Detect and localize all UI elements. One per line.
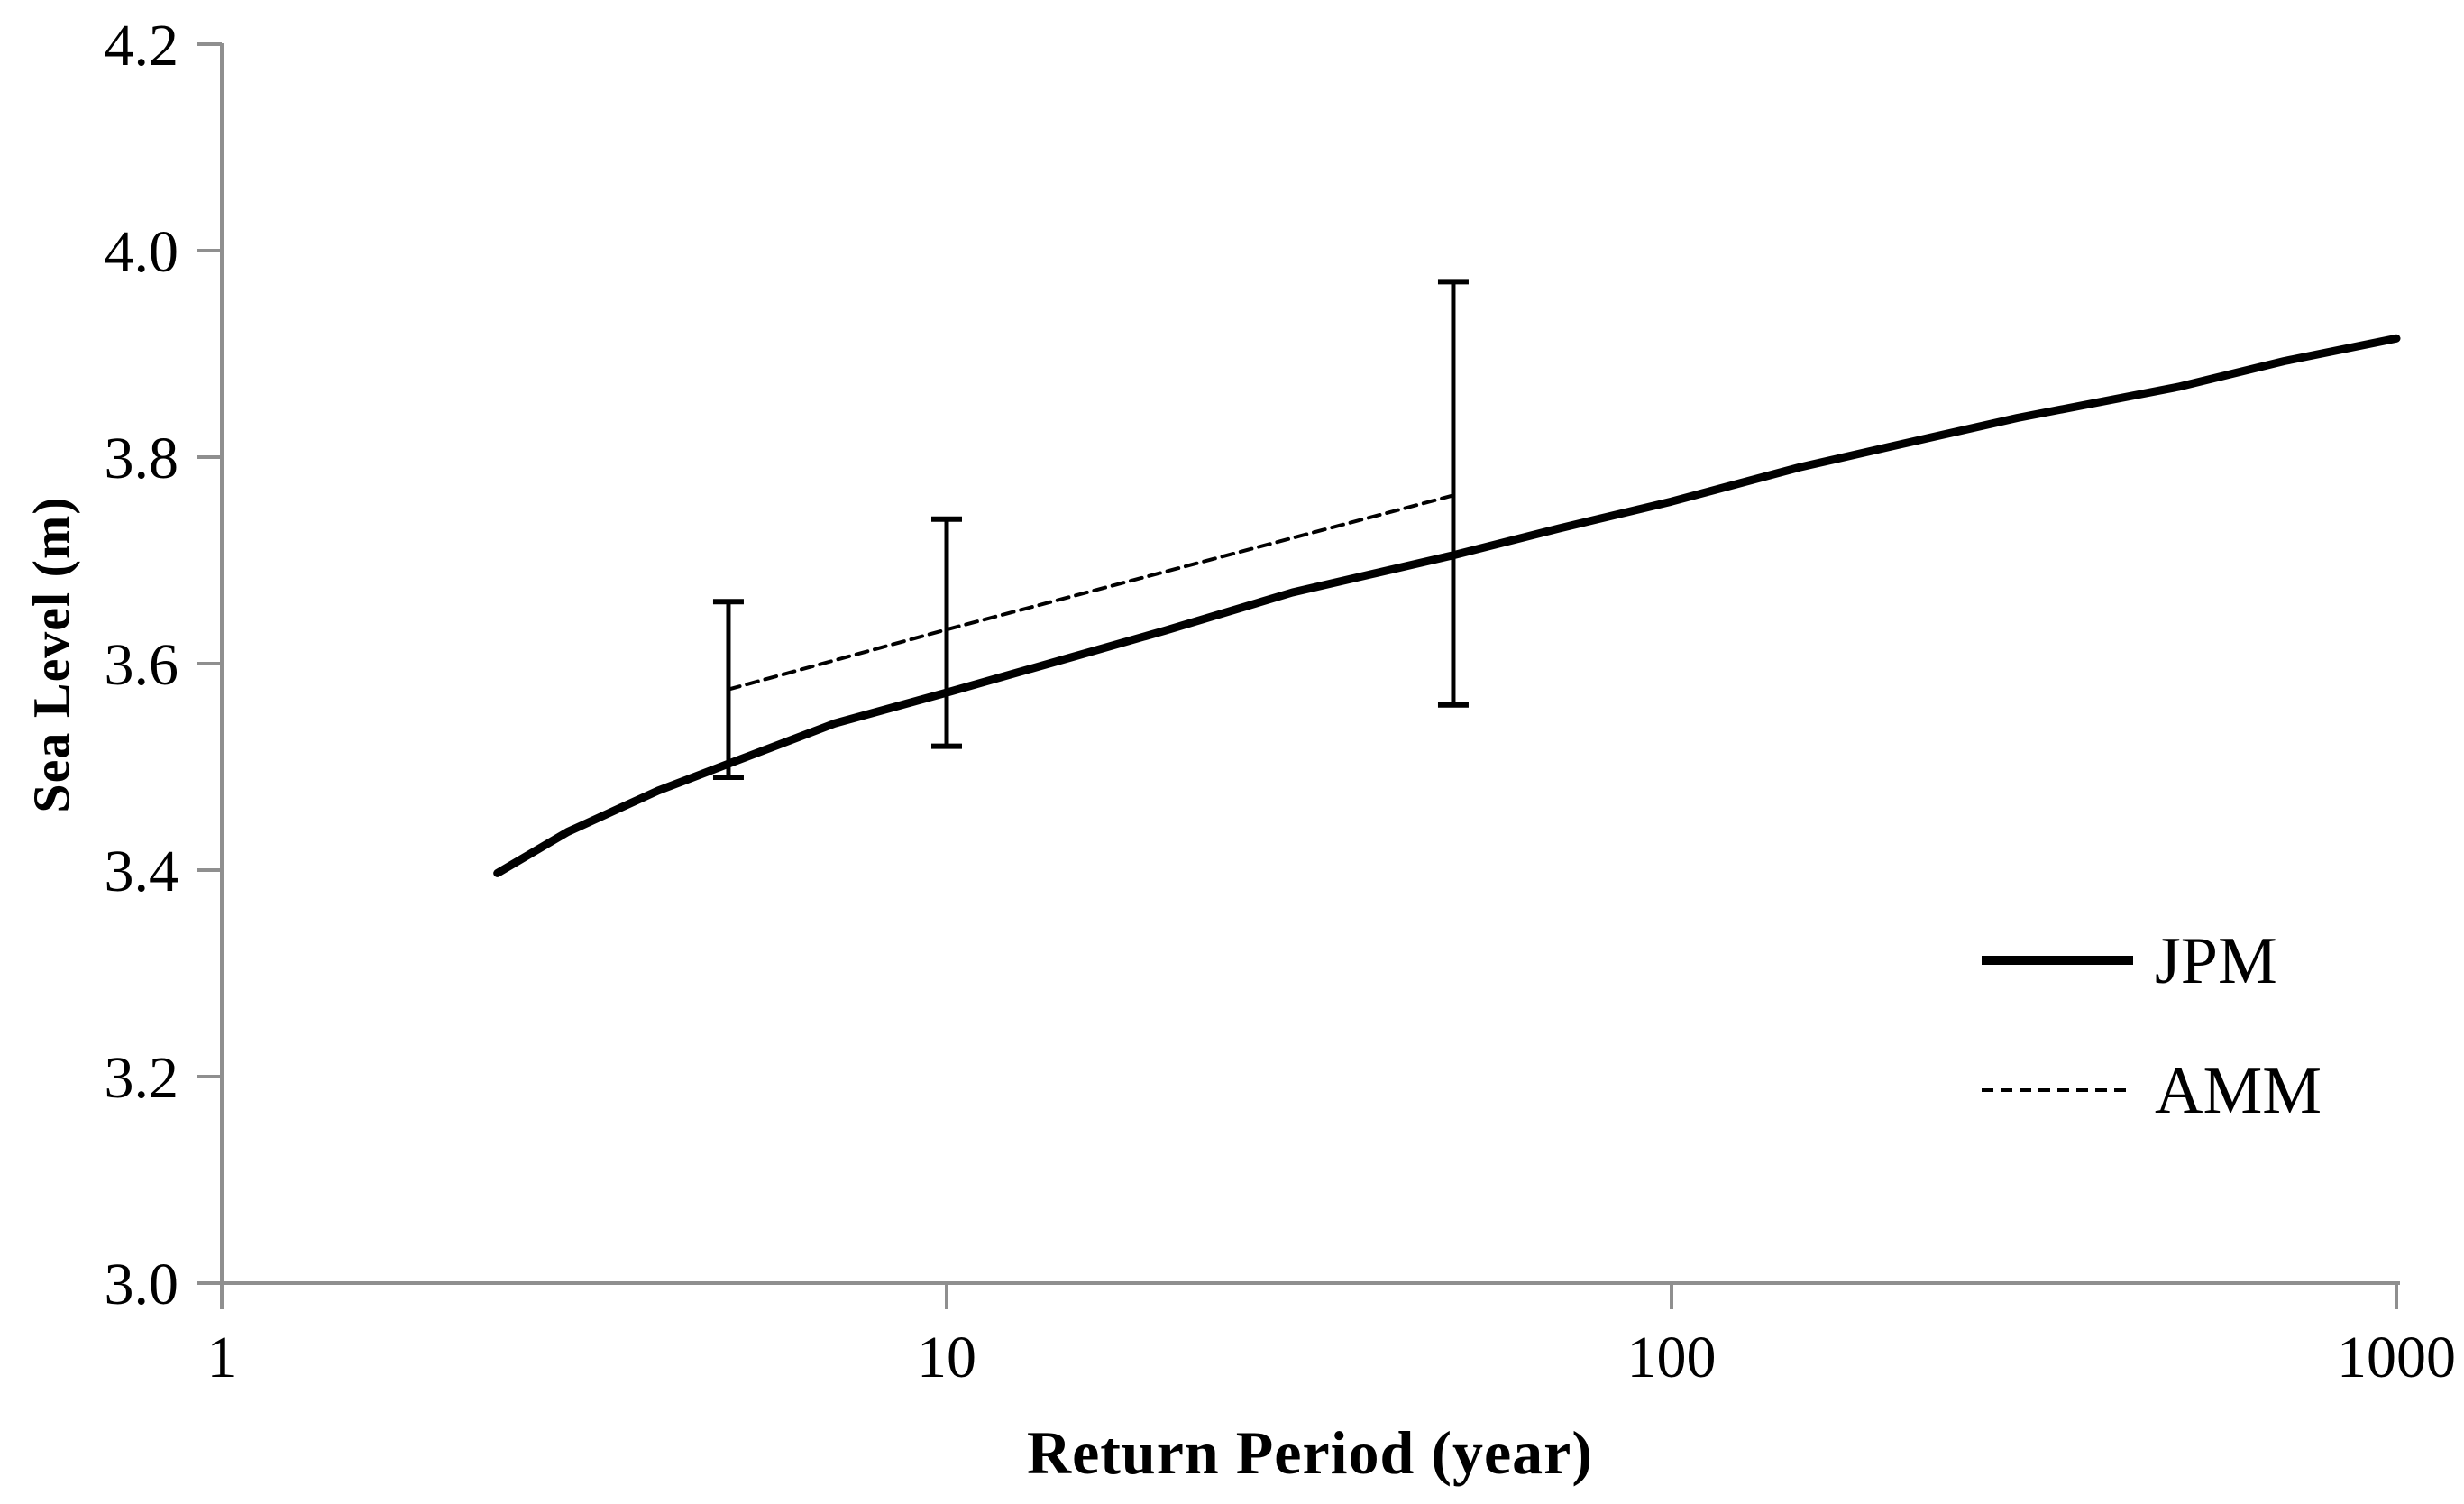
jpm-series-line	[493, 334, 2401, 877]
x-tick-label: 10	[917, 1325, 976, 1390]
x-tick-label: 100	[1627, 1325, 1717, 1390]
legend-label-jpm: JPM	[2155, 924, 2277, 998]
x-tick-label: 1	[207, 1325, 237, 1390]
y-tick-label: 3.2	[105, 1045, 179, 1111]
y-tick-label: 4.2	[105, 13, 179, 78]
y-tick-label: 3.0	[105, 1252, 179, 1317]
amm-series-line	[727, 493, 1455, 692]
y-tick-label: 3.4	[105, 839, 179, 904]
y-tick-label: 3.8	[105, 426, 179, 491]
legend-label-amm: AMM	[2155, 1054, 2322, 1128]
y-tick-label: 3.6	[105, 632, 179, 698]
y-tick-label: 4.0	[105, 219, 179, 285]
y-axis-title: Sea Level (m)	[22, 496, 81, 813]
x-tick-label: 1000	[2337, 1325, 2456, 1390]
x-axis-title: Return Period (year)	[1026, 1418, 1593, 1487]
